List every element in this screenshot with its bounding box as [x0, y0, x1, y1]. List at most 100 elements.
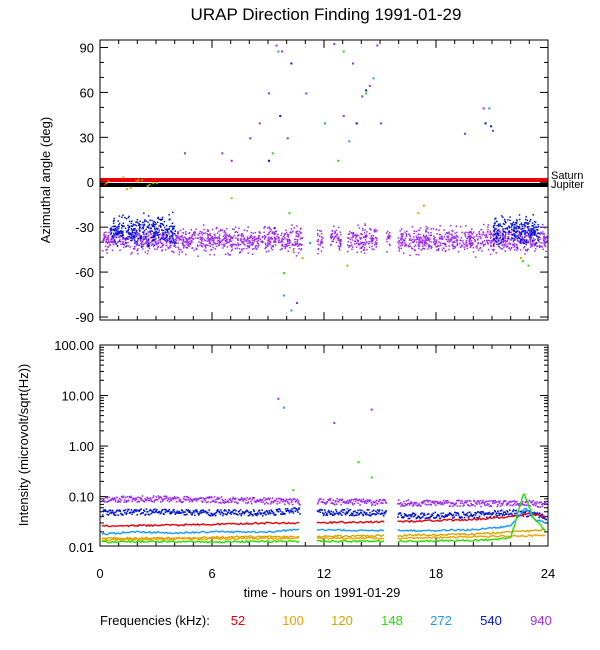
azimuth-band-point — [401, 234, 403, 237]
azimuth-band-point — [320, 238, 323, 241]
azimuth-point — [137, 179, 140, 182]
azimuth-band-point — [476, 244, 478, 247]
azimuth-point — [372, 77, 375, 80]
azimuth-band-point — [211, 248, 213, 251]
intensity-point — [138, 501, 141, 503]
azimuth-band-point — [539, 238, 541, 241]
intensity-point — [160, 512, 162, 515]
azimuth-band-point — [182, 236, 184, 239]
azimuth-band-point — [532, 234, 534, 237]
azimuth-band-point — [105, 240, 108, 243]
azimuth-band-point — [113, 232, 115, 235]
intensity-point — [455, 502, 457, 504]
azimuth-band-point — [143, 243, 146, 245]
intensity-point — [207, 513, 210, 516]
azimuth-band-point — [203, 249, 205, 251]
azimuth-point — [342, 114, 345, 117]
azimuth-band-point — [226, 227, 228, 230]
azimuth-band-point — [519, 218, 521, 221]
azimuth-band-point — [509, 249, 511, 251]
azimuth-band-point — [180, 249, 182, 251]
azimuth-band-point — [218, 237, 220, 240]
azimuth-band-point — [138, 244, 140, 246]
y-tick-label: 0 — [87, 175, 94, 190]
azimuth-band-point — [212, 237, 214, 240]
azimuth-band-point — [518, 225, 520, 228]
azimuth-band-point — [536, 232, 539, 235]
intensity-point — [192, 510, 195, 512]
intensity-point — [209, 497, 211, 499]
azimuth-band-point — [369, 228, 371, 230]
intensity-point — [416, 502, 418, 504]
azimuth-band-point — [281, 237, 284, 239]
azimuth-band-point — [523, 222, 526, 224]
intensity-point — [329, 497, 332, 500]
azimuth-band-point — [524, 229, 526, 232]
azimuth-band-point — [502, 238, 504, 240]
intensity-point — [455, 514, 457, 516]
intensity-point — [292, 503, 294, 506]
azimuth-band-point — [224, 239, 227, 242]
azimuth-band-point — [245, 240, 248, 243]
azimuth-band-point — [428, 238, 430, 241]
azimuth-band-point — [169, 242, 171, 244]
azimuth-band-point — [435, 228, 438, 231]
azimuth-band-point — [468, 243, 471, 245]
azimuth-band-point — [196, 248, 198, 251]
azimuth-band-point — [181, 251, 183, 253]
azimuth-band-point — [193, 249, 195, 252]
azimuth-band-point — [224, 245, 226, 247]
azimuth-band-point — [348, 246, 350, 249]
azimuth-band-point — [497, 232, 499, 234]
azimuth-band-point — [370, 238, 373, 240]
azimuth-band-point — [509, 239, 512, 241]
azimuth-band-point — [153, 235, 156, 238]
azimuth-band-point — [243, 247, 245, 250]
azimuth-band-point — [433, 239, 435, 241]
azimuth-band-point — [147, 250, 149, 252]
azimuth-band-point — [444, 233, 447, 236]
azimuth-band-point — [445, 245, 447, 247]
intensity-point — [220, 509, 222, 511]
intensity-point — [463, 516, 466, 519]
azimuth-band-point — [530, 235, 533, 238]
intensity-point — [489, 500, 491, 502]
intensity-point — [155, 510, 157, 512]
azimuth-band-point — [338, 237, 340, 240]
intensity-point — [528, 499, 531, 502]
y-tick-label: -90 — [75, 310, 94, 325]
intensity-point — [422, 516, 424, 518]
azimuth-band-point — [124, 216, 126, 219]
azimuth-band-point — [350, 236, 353, 239]
azimuth-band-point — [191, 241, 193, 244]
intensity-point — [233, 512, 235, 515]
intensity-point — [346, 502, 348, 504]
intensity-point — [259, 512, 261, 514]
azimuth-band-point — [460, 237, 463, 239]
azimuth-band-point — [182, 232, 185, 234]
azimuth-band-point — [493, 229, 495, 231]
azimuth-band-point — [263, 227, 265, 229]
azimuth-band-point — [172, 250, 174, 253]
intensity-point — [316, 503, 319, 505]
azimuth-band-point — [454, 246, 457, 248]
intensity-point — [126, 500, 128, 502]
azimuth-band-point — [418, 243, 420, 245]
azimuth-band-point — [408, 239, 411, 241]
intensity-point — [195, 500, 198, 502]
azimuth-band-point — [540, 245, 542, 248]
azimuth-band-point — [495, 232, 497, 235]
azimuth-band-point — [165, 234, 167, 237]
azimuth-band-point — [520, 228, 522, 230]
intensity-point — [173, 511, 176, 513]
azimuth-band-point — [122, 236, 124, 239]
azimuth-band-point — [470, 244, 472, 247]
azimuth-band-point — [415, 235, 418, 237]
azimuth-band-point — [207, 230, 209, 232]
azimuth-band-point — [529, 236, 531, 239]
intensity-point — [450, 513, 453, 516]
azimuth-band-point — [158, 225, 160, 227]
intensity-point — [288, 510, 290, 512]
azimuth-band-point — [529, 242, 531, 244]
azimuth-band-point — [162, 229, 165, 232]
